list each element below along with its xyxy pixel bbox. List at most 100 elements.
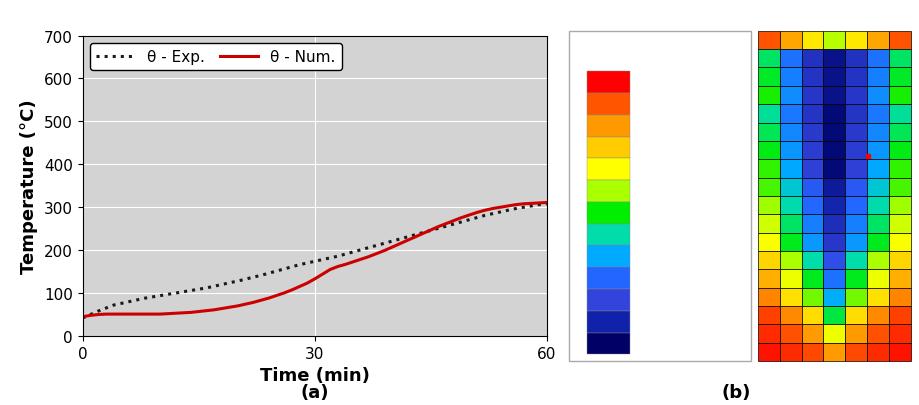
Bar	[823, 87, 845, 105]
Bar	[758, 215, 779, 233]
Bar	[845, 288, 868, 306]
Bar	[758, 50, 779, 68]
Bar	[587, 72, 630, 94]
Text: +3.743e+02: +3.743e+02	[641, 252, 698, 261]
Legend: θ - Exp., θ - Num.: θ - Exp., θ - Num.	[90, 44, 342, 71]
Bar	[801, 87, 823, 105]
Bar	[868, 196, 889, 215]
θ - Exp.	[480, 213, 491, 218]
Bar	[845, 306, 868, 324]
Text: +4.336e+02: +4.336e+02	[641, 209, 698, 218]
Bar	[889, 233, 911, 252]
Bar	[758, 105, 779, 123]
Bar	[823, 288, 845, 306]
Bar	[889, 160, 911, 178]
Bar	[889, 32, 911, 50]
Bar	[801, 50, 823, 68]
Bar	[845, 123, 868, 141]
Bar	[587, 181, 630, 202]
Text: NT11: NT11	[587, 38, 616, 51]
θ - Num.	[170, 311, 181, 316]
Bar	[823, 215, 845, 233]
Bar	[868, 32, 889, 50]
Bar	[845, 215, 868, 233]
Bar	[823, 270, 845, 288]
Bar	[758, 306, 779, 324]
θ - Num.	[77, 314, 88, 319]
Bar	[758, 32, 779, 50]
Bar	[587, 333, 630, 354]
Bar	[868, 123, 889, 141]
Bar	[845, 160, 868, 178]
Text: +5.225e+02: +5.225e+02	[641, 144, 698, 153]
Bar	[587, 202, 630, 224]
Text: +6.114e+02: +6.114e+02	[641, 79, 698, 87]
Bar	[845, 178, 868, 196]
Bar	[758, 343, 779, 361]
Text: +4.928e+02: +4.928e+02	[641, 165, 698, 174]
θ - Num.	[541, 200, 552, 205]
Bar	[758, 123, 779, 141]
Bar	[868, 105, 889, 123]
Bar	[845, 68, 868, 87]
Bar	[823, 178, 845, 196]
Bar	[889, 105, 911, 123]
Bar	[758, 196, 779, 215]
Bar	[801, 233, 823, 252]
Text: +4.632e+02: +4.632e+02	[641, 187, 698, 196]
θ - Num.	[186, 310, 197, 315]
Bar	[889, 123, 911, 141]
Bar	[868, 270, 889, 288]
Text: (a): (a)	[301, 383, 329, 401]
Bar	[779, 160, 801, 178]
Bar	[845, 105, 868, 123]
Bar	[845, 87, 868, 105]
Bar	[779, 50, 801, 68]
θ - Num.	[356, 257, 367, 262]
Bar	[801, 343, 823, 361]
Bar	[889, 252, 911, 270]
Bar	[758, 270, 779, 288]
Bar	[823, 105, 845, 123]
Bar	[845, 233, 868, 252]
Bar	[823, 343, 845, 361]
Bar	[868, 160, 889, 178]
Bar	[868, 68, 889, 87]
Bar	[779, 178, 801, 196]
Bar	[889, 215, 911, 233]
Bar	[868, 343, 889, 361]
Bar	[587, 159, 630, 181]
Bar	[889, 270, 911, 288]
Text: +5.817e+02: +5.817e+02	[641, 100, 698, 109]
Bar	[823, 68, 845, 87]
Bar	[823, 196, 845, 215]
Bar	[779, 343, 801, 361]
Bar	[779, 123, 801, 141]
Bar	[845, 270, 868, 288]
Text: (b): (b)	[722, 383, 751, 401]
Bar	[823, 50, 845, 68]
Bar	[889, 50, 911, 68]
Bar	[587, 115, 630, 137]
Bar	[758, 324, 779, 343]
Bar	[779, 233, 801, 252]
Bar	[587, 246, 630, 268]
θ - Exp.	[356, 248, 367, 253]
Bar	[845, 324, 868, 343]
Bar	[823, 306, 845, 324]
Bar	[868, 324, 889, 343]
Bar	[587, 224, 630, 246]
Bar	[845, 343, 868, 361]
Bar	[779, 215, 801, 233]
θ - Num.	[480, 208, 491, 213]
Bar	[801, 324, 823, 343]
θ - Exp.	[541, 202, 552, 207]
Bar	[868, 178, 889, 196]
Bar	[758, 87, 779, 105]
Bar	[823, 324, 845, 343]
Bar	[889, 87, 911, 105]
Bar	[889, 324, 911, 343]
Bar	[868, 50, 889, 68]
Bar	[779, 141, 801, 160]
Bar	[868, 215, 889, 233]
